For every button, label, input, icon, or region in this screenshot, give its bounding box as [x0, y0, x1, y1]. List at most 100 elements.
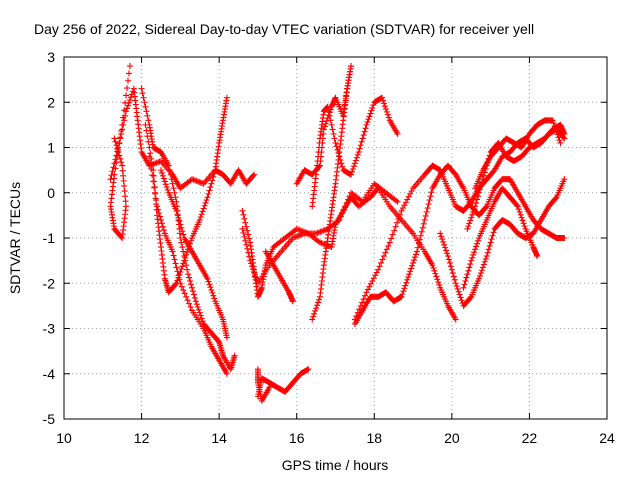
data-point — [402, 282, 409, 289]
series-track-10 — [254, 366, 273, 404]
data-point — [348, 171, 355, 178]
data-point — [434, 276, 441, 283]
data-point — [472, 203, 479, 210]
data-point — [240, 229, 247, 236]
data-point — [399, 205, 406, 212]
data-point — [313, 305, 320, 312]
data-point — [121, 188, 128, 195]
data-point — [385, 114, 392, 121]
data-point — [394, 130, 401, 137]
data-point — [119, 167, 126, 174]
data-point — [405, 193, 412, 200]
data-point — [252, 271, 259, 278]
data-point — [139, 90, 146, 97]
data-point — [428, 189, 435, 196]
data-point — [162, 181, 169, 188]
data-point — [173, 264, 180, 271]
data-point — [117, 155, 124, 162]
data-point — [107, 176, 114, 183]
series-track-15 — [351, 162, 568, 327]
data-point — [513, 202, 520, 209]
data-point — [338, 160, 345, 167]
data-point — [392, 223, 399, 230]
data-point — [337, 156, 344, 163]
data-point — [243, 241, 250, 248]
data-point — [413, 248, 420, 255]
data-point — [209, 177, 216, 184]
data-point — [408, 188, 415, 195]
data-point — [223, 334, 230, 341]
data-point — [520, 220, 527, 227]
x-tick-label: 22 — [522, 430, 538, 446]
data-point — [360, 296, 367, 303]
data-point — [239, 207, 246, 214]
data-point — [209, 289, 216, 296]
data-point — [461, 281, 468, 288]
data-point — [407, 268, 414, 275]
data-point — [555, 134, 562, 141]
data-point — [159, 172, 166, 179]
data-point — [456, 291, 463, 298]
data-point — [152, 190, 159, 197]
data-point — [467, 261, 474, 268]
data-point — [188, 237, 195, 244]
data-point — [359, 135, 366, 142]
data-point — [119, 121, 126, 128]
data-point — [124, 85, 131, 92]
data-point — [404, 196, 411, 203]
data-point — [245, 231, 252, 238]
data-point — [157, 216, 164, 223]
data-point — [480, 261, 487, 268]
data-point — [401, 202, 408, 209]
data-point — [447, 263, 454, 270]
data-point — [211, 295, 218, 302]
data-point — [182, 254, 189, 261]
data-point — [142, 103, 149, 110]
axis-ticks — [63, 56, 608, 420]
data-point — [207, 284, 214, 291]
data-point — [353, 313, 360, 320]
data-point — [489, 232, 496, 239]
series-track-2 — [107, 63, 133, 241]
data-point — [150, 178, 157, 185]
data-point — [337, 213, 344, 220]
data-point — [171, 256, 178, 263]
data-point — [249, 263, 256, 270]
data-point — [554, 131, 561, 138]
data-point — [366, 283, 373, 290]
data-point — [145, 138, 152, 145]
data-point — [197, 214, 204, 221]
data-point — [514, 203, 521, 210]
data-point — [119, 162, 126, 169]
data-point — [384, 111, 391, 118]
data-point — [181, 257, 188, 264]
data-point — [142, 121, 149, 128]
data-point — [148, 165, 155, 172]
data-point — [172, 281, 179, 288]
chart-title: Day 256 of 2022, Sidereal Day-to-day VTE… — [34, 21, 534, 37]
data-point — [408, 265, 415, 272]
data-point — [367, 110, 374, 117]
data-point — [436, 281, 443, 288]
data-point — [189, 288, 196, 295]
data-point — [440, 238, 447, 245]
data-point — [125, 70, 132, 77]
data-point — [187, 304, 194, 311]
series-track-11 — [262, 248, 296, 305]
data-point — [484, 249, 491, 256]
data-point — [488, 236, 495, 243]
data-point — [166, 167, 173, 174]
data-point — [458, 297, 465, 304]
data-point — [379, 256, 386, 263]
data-point — [145, 117, 152, 124]
data-point — [155, 206, 162, 213]
data-point — [462, 277, 469, 284]
data-point — [184, 266, 191, 273]
data-point — [351, 316, 358, 323]
data-point — [173, 207, 180, 214]
data-point — [122, 193, 129, 200]
data-point — [475, 237, 482, 244]
data-point — [185, 271, 192, 278]
data-point — [199, 208, 206, 215]
